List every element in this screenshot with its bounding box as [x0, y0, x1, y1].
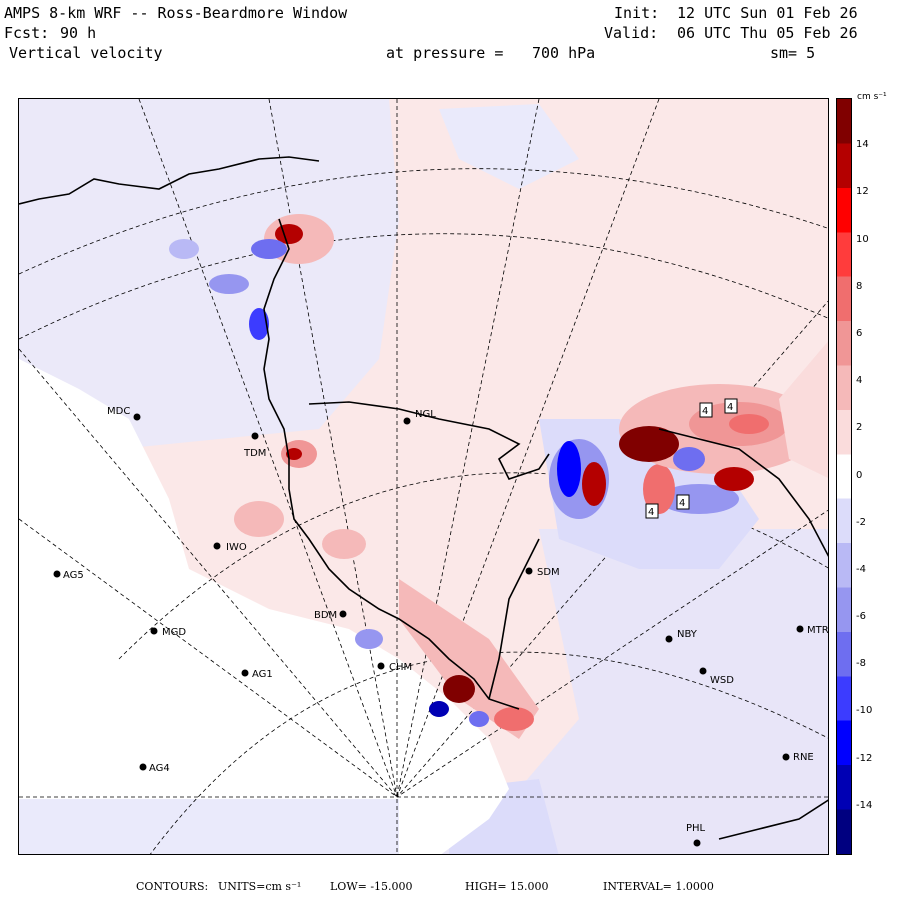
vertical-velocity-features [169, 214, 828, 739]
svg-text:AG4: AG4 [149, 763, 170, 774]
contour-label-3: 4 [645, 503, 659, 519]
station-iwo[interactable]: IWO [213, 542, 247, 553]
svg-text:PHL: PHL [686, 823, 706, 834]
colorbar-tick: -6 [856, 611, 866, 623]
station-ag5[interactable]: AG5 [53, 570, 84, 581]
colorbar-tick: -4 [856, 563, 866, 575]
pressure-value: 700 hPa [532, 44, 596, 62]
colorbar-tick: 8 [856, 280, 863, 292]
colorbar-tick: 6 [856, 327, 863, 339]
colorbar-tick: 12 [856, 186, 869, 198]
station-mgd[interactable]: MGD [150, 627, 187, 638]
station-ngl[interactable]: NGL [403, 409, 437, 425]
svg-text:4: 4 [702, 406, 708, 417]
footer-interval: INTERVAL= 1.0000 [603, 880, 714, 893]
colorbar-tick: 14 [856, 139, 869, 151]
contour-label-1: 4 [699, 402, 713, 418]
valid-time: 06 UTC Thu 05 Feb 26 [677, 24, 858, 42]
station-sdm[interactable]: SDM [525, 567, 560, 578]
svg-text:TDM: TDM [243, 448, 266, 459]
svg-text:4: 4 [727, 402, 733, 413]
contour-label-2: 4 [724, 398, 738, 414]
colorbar-tick: 0 [856, 469, 863, 481]
svg-text:BDM: BDM [314, 610, 337, 621]
station-ag4[interactable]: AG4 [139, 763, 170, 774]
colorbar-tick: 10 [856, 233, 869, 245]
svg-text:WSD: WSD [710, 675, 734, 686]
footer-low: LOW= -15.000 [330, 880, 413, 893]
svg-text:NGL: NGL [415, 409, 436, 420]
field-name: Vertical velocity [9, 44, 163, 62]
colorbar-tick: -14 [856, 799, 873, 811]
coastlines [19, 156, 828, 840]
svg-text:NBY: NBY [677, 629, 698, 640]
station-chm[interactable]: CHM [377, 662, 413, 673]
contour-label-4: 4 [676, 494, 690, 510]
station-rne[interactable]: RNE [782, 752, 814, 763]
colorbar-tick: 2 [856, 422, 863, 434]
field-negative-region-southeast [441, 529, 828, 854]
svg-text:AG5: AG5 [63, 570, 84, 581]
colorbar [836, 98, 852, 855]
ice-shelf-white-region [19, 359, 509, 854]
forecast-label: Fcst: [4, 24, 50, 42]
field-negative-region-north [439, 104, 579, 189]
map-svg: 4 4 4 4 MDC NGL TDM IWO AG5 SDM BDM MGD … [19, 99, 829, 854]
svg-text:CHM: CHM [389, 662, 412, 673]
forecast-hours: 90 h [60, 24, 97, 42]
svg-text:4: 4 [679, 498, 685, 509]
colorbar-tick: 4 [856, 375, 863, 387]
footer-units: UNITS=cm s⁻¹ [218, 880, 302, 893]
smoothing-value: sm= 5 [770, 44, 816, 62]
colorbar-tick: -2 [856, 516, 866, 528]
colorbar-tick: -10 [856, 705, 873, 717]
svg-text:RNE: RNE [793, 752, 814, 763]
init-label: Init: [614, 4, 660, 22]
svg-text:AG1: AG1 [252, 669, 273, 680]
station-mtr[interactable]: MTR [796, 625, 829, 636]
init-time: 12 UTC Sun 01 Feb 26 [677, 4, 858, 22]
field-negative-region-northwest [19, 99, 399, 459]
station-phl[interactable]: PHL [686, 823, 706, 847]
station-nby[interactable]: NBY [665, 629, 698, 643]
map-panel: 4 4 4 4 MDC NGL TDM IWO AG5 SDM BDM MGD … [18, 98, 829, 855]
colorbar-tick: -12 [856, 752, 873, 764]
svg-text:4: 4 [648, 507, 654, 518]
station-wsd[interactable]: WSD [699, 667, 735, 687]
title: AMPS 8-km WRF -- Ross-Beardmore Window [4, 4, 348, 22]
svg-text:IWO: IWO [226, 542, 247, 553]
field-negative-region-southwest [19, 799, 399, 854]
svg-text:MGD: MGD [162, 627, 186, 638]
station-ag1[interactable]: AG1 [241, 669, 273, 680]
svg-text:MDC: MDC [107, 406, 130, 417]
svg-text:MTR: MTR [807, 625, 829, 636]
footer-contours-label: CONTOURS: [136, 880, 209, 893]
station-tdm[interactable]: TDM [243, 432, 266, 460]
colorbar-tick: -8 [856, 658, 866, 670]
station-bdm[interactable]: BDM [314, 610, 347, 621]
valid-label: Valid: [604, 24, 659, 42]
svg-text:SDM: SDM [537, 567, 560, 578]
pressure-label: at pressure = [386, 44, 504, 62]
footer-high: HIGH= 15.000 [465, 880, 549, 893]
colorbar-unit: cm s⁻¹ [857, 92, 887, 102]
station-mdc[interactable]: MDC [107, 406, 141, 421]
